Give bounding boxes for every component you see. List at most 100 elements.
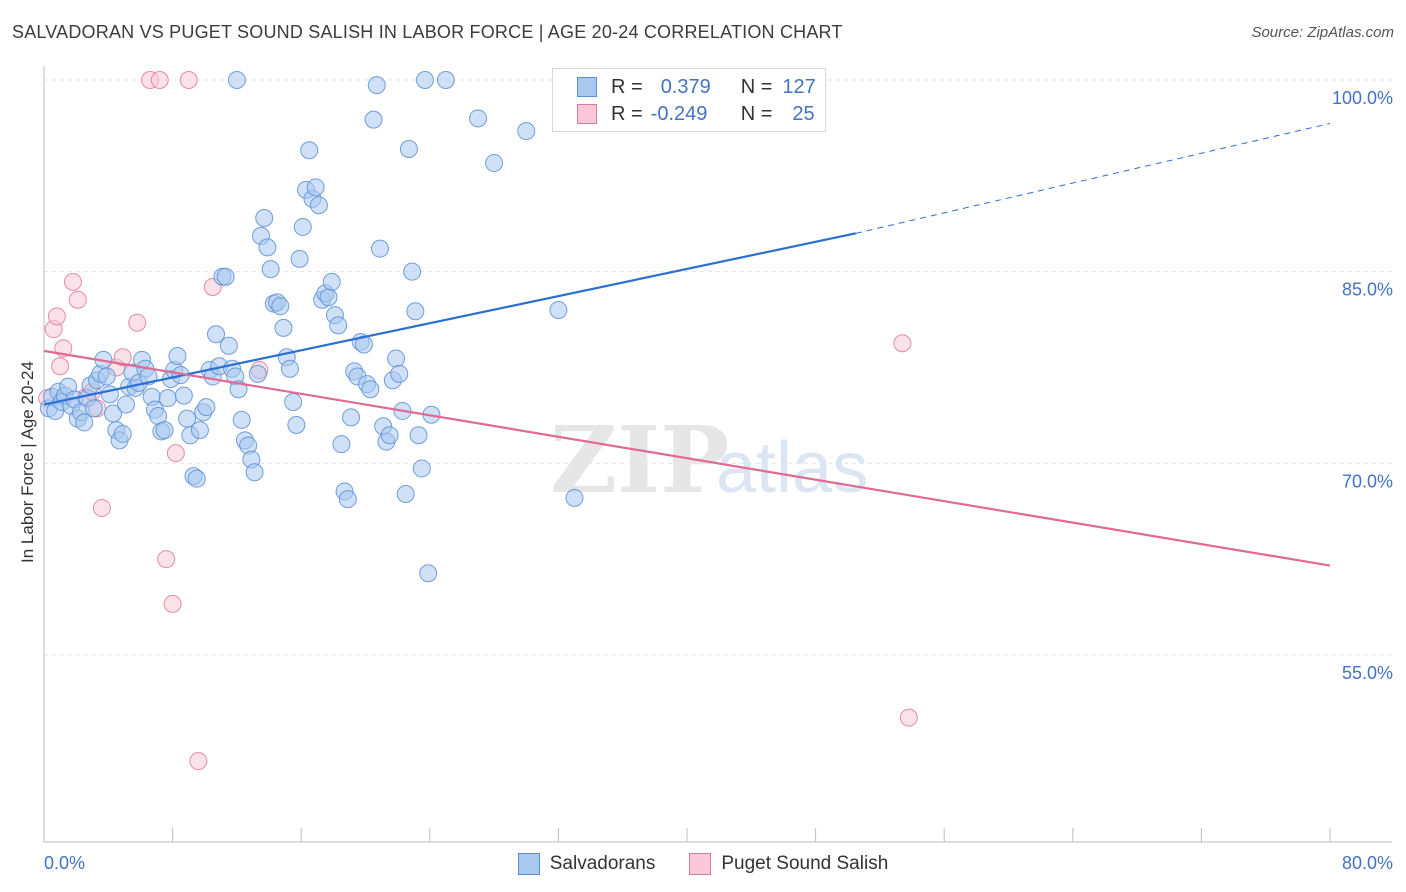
salvadorans-point [329, 316, 348, 335]
legend-swatch-pink [577, 104, 597, 124]
legend-item-puget-sound-salish[interactable]: Puget Sound Salish [689, 853, 888, 875]
salvadorans-point [436, 71, 455, 89]
puget-sound-salish-point [899, 708, 918, 727]
legend-r-value: 0.379 [660, 75, 711, 98]
salvadorans-point [207, 325, 226, 344]
legend-n-value: 127 [782, 75, 816, 98]
puget-sound-salish-point [92, 499, 111, 518]
puget-sound-salish-trend-line [43, 349, 1331, 567]
salvadorans-point [396, 485, 415, 503]
salvadorans-point [287, 416, 306, 434]
x-tick-label: 0.0% [44, 853, 85, 873]
salvadorans-point [216, 267, 235, 286]
legend-row-salvadorans: R = 0.379 N = 127 [577, 75, 816, 99]
salvadorans-point [284, 393, 303, 411]
puget-sound-salish-point [128, 313, 147, 332]
gridlines [44, 79, 1392, 656]
salvadorans-point [258, 238, 277, 257]
legend-row-puget: R = -0.249 N = 25 [577, 102, 815, 126]
salvadorans-point [565, 488, 584, 507]
salvadorans-point [300, 141, 319, 160]
salvadorans-point [261, 260, 280, 279]
y-tick-label: 85.0% [1342, 280, 1393, 300]
y-axis-label: In Labor Force | Age 20-24 [18, 361, 37, 563]
salvadorans-point [271, 297, 290, 316]
salvadorans-point [245, 463, 264, 482]
salvadorans-point [387, 349, 406, 368]
salvadorans-point [409, 426, 428, 445]
puget-sound-salish-point [893, 334, 912, 353]
salvadorans-point [485, 154, 504, 173]
legend-swatch-blue [517, 853, 540, 875]
salvadorans-point [361, 380, 380, 399]
puget-sound-salish-point [47, 307, 66, 326]
puget-sound-salish-point [150, 71, 169, 89]
salvadorans-point [168, 347, 187, 365]
puget-sound-salish-point [163, 594, 182, 613]
salvadorans-point [75, 413, 94, 432]
salvadorans-point [197, 398, 216, 417]
salvadorans-points [39, 71, 584, 583]
salvadorans-point [219, 336, 238, 355]
y-tick-label: 55.0% [1342, 663, 1393, 683]
salvadorans-point [309, 196, 328, 215]
legend-r-label: R = [611, 75, 643, 98]
legend-label: Puget Sound Salish [721, 853, 889, 874]
salvadorans-point [338, 490, 357, 509]
puget-sound-salish-point [166, 444, 185, 463]
stats-legend: R = 0.379 N = 127 R = -0.249 N = 25 [552, 68, 826, 132]
salvadorans-point [190, 421, 209, 440]
salvadorans-point [290, 249, 309, 268]
source-credit: Source: ZipAtlas.com [1251, 24, 1394, 41]
salvadorans-point [419, 564, 438, 583]
salvadorans-trend-line [43, 232, 857, 406]
salvadorans-point [549, 301, 568, 319]
salvadorans-point [280, 359, 299, 378]
puget-sound-salish-points [38, 71, 918, 771]
salvadorans-point [116, 395, 135, 414]
y-tick-label: 70.0% [1342, 471, 1393, 491]
salvadorans-point [367, 76, 386, 95]
legend-n-label: N = [740, 102, 773, 125]
salvadorans-point [390, 364, 409, 383]
salvadorans-trend-extension [855, 122, 1331, 234]
chart-title: SALVADORAN VS PUGET SOUND SALISH IN LABO… [12, 22, 843, 42]
salvadorans-point [187, 469, 206, 488]
salvadorans-point [248, 364, 267, 383]
salvadorans-point [412, 459, 431, 478]
legend-r-label: R = [611, 102, 643, 125]
salvadorans-point [364, 110, 383, 129]
salvadorans-point [370, 239, 389, 258]
salvadorans-point [517, 122, 536, 141]
axes [43, 66, 1392, 843]
salvadorans-point [232, 410, 251, 429]
legend-n-value: 25 [792, 102, 815, 125]
legend-item-salvadorans[interactable]: Salvadorans [517, 853, 656, 875]
legend-n-label: N = [740, 75, 773, 98]
salvadorans-point [84, 399, 103, 418]
salvadorans-point [97, 367, 116, 386]
salvadorans-point [255, 209, 274, 227]
salvadorans-point [322, 272, 341, 291]
salvadorans-point [293, 217, 312, 236]
legend-swatch-blue [577, 77, 597, 97]
salvadorans-point [319, 288, 338, 307]
x-tick-label: 80.0% [1342, 853, 1393, 873]
salvadorans-point [306, 178, 325, 197]
tick-labels: 55.0% 70.0% 85.0% 100.0% 0.0% 80.0% [44, 88, 1393, 873]
salvadorans-point [227, 71, 246, 89]
puget-sound-salish-point [113, 348, 132, 367]
salvadorans-point [415, 71, 434, 89]
watermark-atlas: atlas [716, 428, 868, 508]
y-tick-label: 100.0% [1332, 88, 1393, 108]
puget-sound-salish-point [51, 357, 70, 376]
puget-sound-salish-point [68, 290, 87, 309]
salvadorans-point [406, 302, 425, 321]
puget-sound-salish-point [157, 550, 176, 569]
salvadorans-point [158, 389, 177, 408]
trend-lines [43, 122, 1331, 567]
puget-sound-salish-point [63, 272, 82, 291]
salvadorans-point [403, 262, 422, 281]
legend-label: Salvadorans [549, 853, 656, 874]
